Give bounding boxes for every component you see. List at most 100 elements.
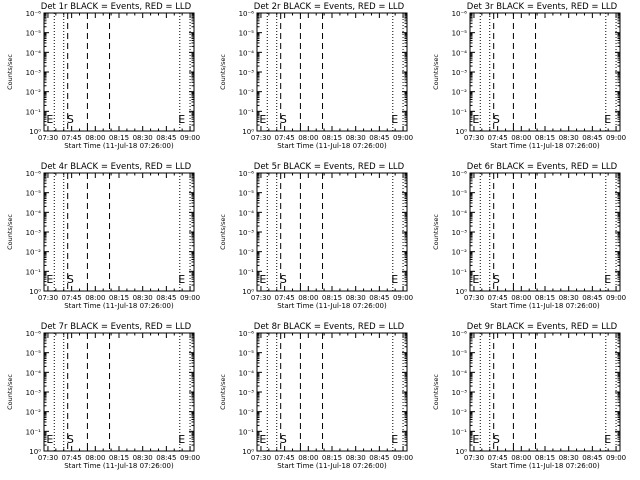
y-tick-label: 10⁻⁵ — [26, 30, 42, 38]
x-tick-label: 08:15 — [109, 134, 129, 142]
x-tick-label: 08:00 — [511, 294, 531, 302]
x-tick-label: 07:30 — [464, 134, 484, 142]
x-tick-label: 07:30 — [464, 294, 484, 302]
y-tick-label: 10⁰ — [455, 288, 467, 296]
x-tick-label: 09:00 — [606, 454, 626, 462]
y-tick-label: 10⁻⁴ — [452, 369, 468, 377]
y-tick-label: 10⁻⁶ — [452, 10, 468, 18]
plot-panel-7: Det 7r BLACK = Events, RED = LLD Counts/s… — [6, 322, 200, 470]
y-tick-label: 10⁻¹ — [452, 428, 468, 436]
y-tick-label: 10⁻³ — [239, 389, 255, 397]
x-tick-label: 08:00 — [511, 454, 531, 462]
plot-panel-6: Det 6r BLACK = Events, RED = LLD Counts/s… — [432, 162, 626, 310]
event-marker-label: S — [280, 113, 287, 126]
plot-title: Det 2r BLACK = Events, RED = LLD — [254, 2, 405, 12]
plot-title: Det 9r BLACK = Events, RED = LLD — [467, 322, 618, 332]
x-axis-label: Start Time (11-Jul-18 07:26:00) — [64, 142, 174, 150]
y-tick-label: 10⁻³ — [452, 69, 468, 77]
x-tick-label: 07:30 — [251, 294, 271, 302]
y-tick-label: 10⁻² — [452, 249, 468, 257]
x-tick-label: 08:15 — [322, 134, 342, 142]
x-tick-label: 07:45 — [62, 294, 82, 302]
x-tick-label: 07:45 — [488, 134, 508, 142]
event-marker-label: S — [493, 433, 500, 446]
plot-title: Det 1r BLACK = Events, RED = LLD — [41, 2, 192, 12]
x-tick-label: 08:00 — [298, 294, 318, 302]
event-marker-label: E — [46, 273, 53, 286]
y-tick-label: 10⁻¹ — [239, 108, 255, 116]
y-tick-label: 10⁰ — [29, 128, 41, 136]
event-marker-label: E — [46, 433, 53, 446]
y-tick-label: 10⁻⁴ — [452, 209, 468, 217]
x-tick-label: 08:30 — [346, 454, 366, 462]
x-tick-label: 09:00 — [606, 134, 626, 142]
plot-title: Det 7r BLACK = Events, RED = LLD — [41, 322, 192, 332]
x-tick-label: 08:45 — [156, 134, 176, 142]
x-tick-label: 08:45 — [582, 454, 602, 462]
y-tick-label: 10⁻¹ — [239, 428, 255, 436]
y-tick-label: 10⁻² — [452, 409, 468, 417]
y-tick-label: 10⁻⁶ — [26, 10, 42, 18]
y-tick-label: 10⁻⁵ — [239, 30, 255, 38]
x-tick-label: 07:45 — [488, 454, 508, 462]
event-marker-label: S — [280, 433, 287, 446]
x-tick-label: 08:45 — [156, 454, 176, 462]
event-marker-label: S — [67, 113, 74, 126]
x-tick-label: 08:15 — [109, 294, 129, 302]
event-marker-label: S — [67, 433, 74, 446]
y-tick-label: 10⁻⁵ — [452, 190, 468, 198]
x-tick-label: 09:00 — [393, 294, 413, 302]
x-axis-label: Start Time (11-Jul-18 07:26:00) — [277, 462, 387, 470]
x-tick-label: 08:30 — [133, 454, 153, 462]
y-tick-label: 10⁰ — [455, 128, 467, 136]
plot-panel-4: Det 4r BLACK = Events, RED = LLD Counts/s… — [6, 162, 200, 310]
event-marker-label: S — [493, 113, 500, 126]
y-tick-label: 10⁰ — [242, 128, 254, 136]
x-tick-label: 08:15 — [322, 294, 342, 302]
event-marker-label: E — [604, 433, 611, 446]
y-tick-label: 10⁻¹ — [26, 108, 42, 116]
x-tick-label: 08:15 — [535, 454, 555, 462]
x-tick-label: 08:45 — [369, 134, 389, 142]
plot-panel-2: Det 2r BLACK = Events, RED = LLD Counts/s… — [219, 2, 413, 150]
x-axis-label: Start Time (11-Jul-18 07:26:00) — [277, 142, 387, 150]
y-tick-label: 10⁻¹ — [452, 108, 468, 116]
x-tick-label: 09:00 — [180, 294, 200, 302]
x-tick-label: 08:30 — [559, 134, 579, 142]
x-tick-label: 08:00 — [85, 294, 105, 302]
event-marker-label: E — [259, 113, 266, 126]
y-tick-label: 10⁻¹ — [239, 268, 255, 276]
plot-panel-8: Det 8r BLACK = Events, RED = LLD Counts/s… — [219, 322, 413, 470]
x-axis-label: Start Time (11-Jul-18 07:26:00) — [277, 302, 387, 310]
x-tick-label: 08:45 — [369, 294, 389, 302]
x-axis-label: Start Time (11-Jul-18 07:26:00) — [490, 302, 600, 310]
event-marker-label: E — [178, 113, 185, 126]
x-tick-label: 07:45 — [62, 454, 82, 462]
y-tick-label: 10⁻⁶ — [26, 170, 42, 178]
y-tick-label: 10⁻³ — [452, 229, 468, 237]
y-axis-label: Counts/sec — [6, 54, 14, 90]
plot-panel-1: Det 1r BLACK = Events, RED = LLD Counts/s… — [6, 2, 200, 150]
y-tick-label: 10⁻⁶ — [452, 330, 468, 338]
x-tick-label: 08:15 — [322, 454, 342, 462]
y-tick-label: 10⁻⁴ — [239, 369, 255, 377]
y-axis-label: Counts/sec — [219, 374, 227, 410]
y-tick-label: 10⁰ — [242, 448, 254, 456]
x-axis-label: Start Time (11-Jul-18 07:26:00) — [490, 462, 600, 470]
y-tick-label: 10⁻⁴ — [239, 209, 255, 217]
x-tick-label: 08:45 — [582, 134, 602, 142]
x-tick-label: 07:45 — [275, 294, 295, 302]
event-marker-label: E — [472, 113, 479, 126]
y-tick-label: 10⁻⁵ — [26, 350, 42, 358]
event-marker-label: E — [46, 113, 53, 126]
x-tick-label: 07:30 — [38, 454, 58, 462]
event-marker-label: E — [178, 273, 185, 286]
y-tick-label: 10⁻¹ — [26, 268, 42, 276]
plot-title: Det 3r BLACK = Events, RED = LLD — [467, 2, 618, 12]
x-tick-label: 08:15 — [535, 134, 555, 142]
x-tick-label: 08:30 — [346, 134, 366, 142]
y-axis-label: Counts/sec — [219, 54, 227, 90]
y-tick-label: 10⁻² — [26, 249, 42, 257]
x-tick-label: 07:30 — [38, 134, 58, 142]
x-tick-label: 08:45 — [369, 454, 389, 462]
